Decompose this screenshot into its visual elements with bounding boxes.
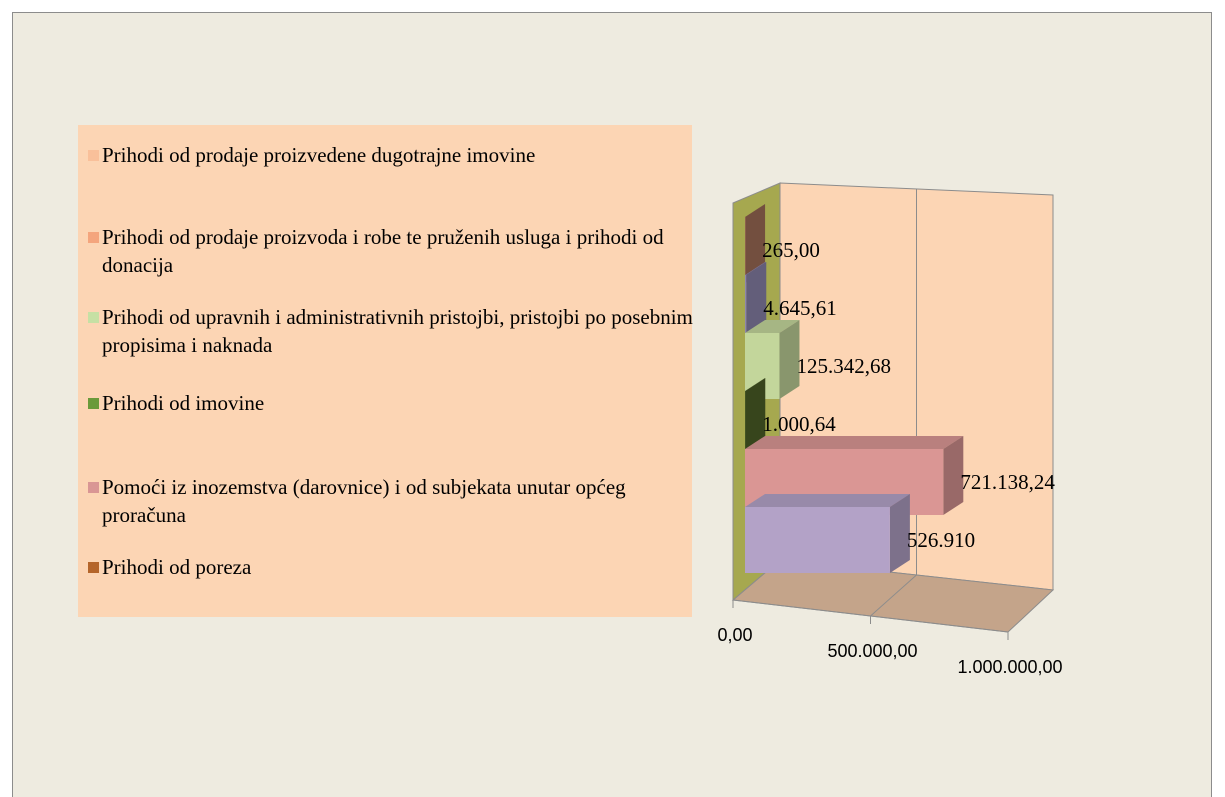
x-tick-label: 1.000.000,00 <box>957 657 1062 677</box>
legend-swatch <box>88 398 99 409</box>
legend-label: Prihodi od prodaje proizvedene dugotrajn… <box>102 143 536 167</box>
value-label: 4.645,61 <box>763 296 837 320</box>
x-axis <box>732 599 1009 633</box>
x-tick-label: 0,00 <box>717 625 752 645</box>
grid-line <box>870 574 917 617</box>
value-label: 125.342,68 <box>796 354 891 378</box>
legend-label: Pomoći iz inozemstva (darovnice) i od su… <box>102 475 626 527</box>
legend-item: Prihodi od poreza <box>88 553 707 581</box>
legend-label: Prihodi od upravnih i administrativnih p… <box>102 305 693 357</box>
bar-end <box>943 436 964 515</box>
bar <box>745 494 910 573</box>
bar-end <box>889 494 910 573</box>
bar-top <box>745 204 766 217</box>
legend: Prihodi od poreza Pomoći iz inozemstva (d… <box>78 125 693 617</box>
bar <box>745 378 766 457</box>
legend-swatch <box>88 150 99 161</box>
value-label: 721.138,24 <box>960 470 1055 494</box>
bar-top <box>745 436 964 449</box>
legend-label: Prihodi od poreza <box>102 555 252 579</box>
legend-swatch <box>88 232 99 243</box>
legend-item: Pomoći iz inozemstva (darovnice) i od su… <box>88 473 707 529</box>
bar-end <box>779 320 800 399</box>
bar-end <box>745 204 766 283</box>
bar <box>745 262 767 341</box>
legend-swatch <box>88 562 99 573</box>
legend-swatch <box>88 482 99 493</box>
bar-front <box>745 275 747 341</box>
legend-item: Prihodi od prodaje proizvedene dugotrajn… <box>88 141 707 169</box>
bar-top <box>745 494 910 507</box>
legend-item: Prihodi od upravnih i administrativnih p… <box>88 303 707 359</box>
legend-item: Prihodi od prodaje proizvoda i robe te p… <box>88 223 707 279</box>
bar-front <box>745 507 890 573</box>
bar-front <box>745 391 746 457</box>
bar <box>745 204 766 283</box>
bar-top <box>745 262 767 275</box>
legend-label: Prihodi od imovine <box>102 391 265 415</box>
x-tick-label: 500.000,00 <box>827 641 917 661</box>
value-label: 526.910 <box>907 528 975 552</box>
value-label: 265,00 <box>762 238 820 262</box>
value-label: 1.000,64 <box>762 412 836 436</box>
bar-front <box>745 217 746 283</box>
legend-swatch <box>88 312 99 323</box>
legend-label: Prihodi od prodaje proizvoda i robe te p… <box>102 225 664 277</box>
bar-top <box>745 320 800 333</box>
bar-end <box>745 378 766 457</box>
bar-top <box>745 378 766 391</box>
bar-end <box>746 262 767 341</box>
legend-item: Prihodi od imovine <box>88 389 707 417</box>
